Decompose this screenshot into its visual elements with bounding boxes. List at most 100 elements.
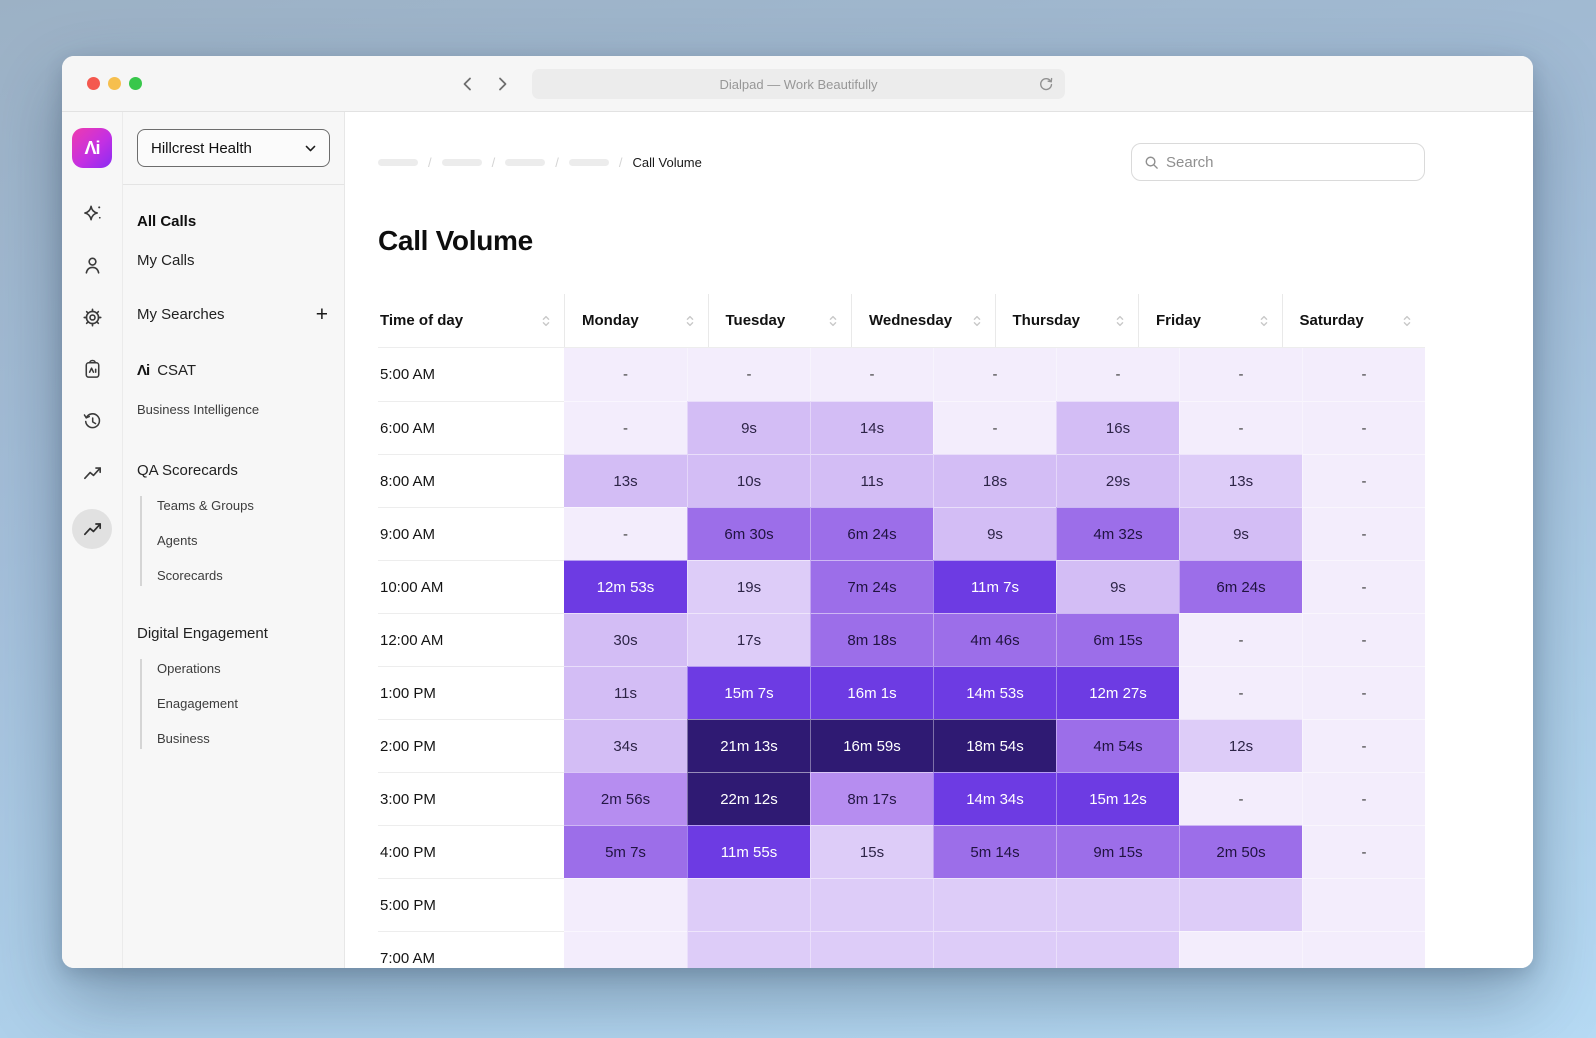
breadcrumb-placeholder[interactable] [378,158,418,166]
sort-icon [542,315,550,326]
heatmap-cell: 17s [687,613,810,666]
heatmap-row: 12:00 AM 30s 17s 8m 18s 4m 46s 6m 15s - - [378,613,1425,666]
add-search-button[interactable]: + [315,303,328,326]
digital-engagement-sublist: Operations Enagagement Business [140,659,330,749]
breadcrumb-placeholder[interactable] [505,158,546,166]
heatmap-cell: 13s [1179,454,1302,507]
column-header-time-of-day[interactable]: Time of day [378,294,564,347]
sidebar-item-business[interactable]: Business [157,731,210,746]
reload-button[interactable] [1038,76,1054,95]
heatmap-cell: 11m 7s [933,560,1056,613]
heatmap-cell: 15m 12s [1056,772,1179,825]
heatmap-row: 1:00 PM 11s 15m 7s 16m 1s 14m 53s 12m 27s - - [378,666,1425,719]
rail-item-history[interactable] [81,410,104,433]
rail-item-ai[interactable] [81,202,104,225]
column-header-label: Thursday [1012,312,1081,329]
ai-sparkles-icon [83,205,101,221]
column-header-label: Saturday [1299,312,1364,329]
heatmap-row: 10:00 AM 12m 53s 19s 7m 24s 11m 7s 9s 6m 24s - [378,560,1425,613]
heatmap-cell: 8m 17s [810,772,933,825]
heatmap-cell: - [1179,348,1302,401]
heatmap-cell: - [1302,348,1425,401]
chevron-down-icon [305,145,316,151]
heatmap-cell [564,878,687,931]
column-header-friday[interactable]: Friday [1138,294,1282,347]
heatmap-cell: 9s [933,507,1056,560]
heatmap-row: 3:00 PM 2m 56s 22m 12s 8m 17s 14m 34s 15m 12s… [378,772,1425,825]
heatmap-row: 5:00 AM - - - - - - - [378,348,1425,401]
ai-glyph-icon: Λi [137,362,150,379]
rail-item-analytics[interactable] [81,462,104,485]
heatmap-cell: 6m 30s [687,507,810,560]
browser-address-bar[interactable]: Dialpad — Work Beautifully [532,69,1065,99]
sidebar-item-all-calls[interactable]: All Calls [137,213,197,230]
time-of-day-cell: 1:00 PM [378,666,564,719]
rail-item-settings[interactable] [81,306,104,329]
heatmap-cell: 9m 15s [1056,825,1179,878]
breadcrumb-placeholder[interactable] [441,158,482,166]
rail-item-contacts[interactable] [81,254,104,277]
heatmap-cell: 9s [687,401,810,454]
browser-back-button[interactable] [454,70,482,98]
heatmap-cell: - [1302,560,1425,613]
search-input[interactable] [1166,153,1414,171]
heatmap-body: 5:00 AM - - - - - - -6:00 AM -9s 14s -16s - -8:00 AM… [378,348,1425,968]
my-searches-label: My Searches [137,306,225,323]
sidebar-item-my-searches[interactable]: My Searches + [137,303,330,326]
column-header-label: Tuesday [725,312,786,329]
person-icon [85,257,99,274]
search-box[interactable] [1131,143,1425,181]
heatmap-cell: - [1302,772,1425,825]
heatmap-cell: 16m 59s [810,719,933,772]
sidebar-section-digital-engagement[interactable]: Digital Engagement [137,625,268,642]
org-selector-dropdown[interactable]: Hillcrest Health [137,129,330,167]
heatmap-row: 7:00 AM [378,931,1425,968]
heatmap-cell: 18s [933,454,1056,507]
sidebar-item-my-calls[interactable]: My Calls [137,252,195,269]
app-frame: Λi [62,112,1533,968]
heatmap-cell: - [1179,772,1302,825]
search-icon [1145,156,1158,169]
heatmap-cell: 10s [687,454,810,507]
browser-window: Dialpad — Work Beautifully Λi [62,56,1533,968]
heatmap-cell [1179,931,1302,968]
minimize-window-button[interactable] [108,77,121,90]
sidebar-item-teams-groups[interactable]: Teams & Groups [157,498,254,513]
sidebar-item-enagagement[interactable]: Enagagement [157,696,238,711]
page-title: Call Volume [378,225,533,256]
breadcrumb-current: Call Volume [632,154,702,170]
heatmap-cell: 21m 13s [687,719,810,772]
column-header-wednesday[interactable]: Wednesday [851,294,995,347]
column-header-monday[interactable]: Monday [564,294,708,347]
rail-item-heatmap-active[interactable] [72,509,112,549]
close-window-button[interactable] [87,77,100,90]
heatmap-cell: 9s [1056,560,1179,613]
heatmap-cell: 9s [1179,507,1302,560]
heatmap-cell: - [1179,666,1302,719]
breadcrumb-placeholder[interactable] [568,158,609,166]
time-of-day-cell: 6:00 AM [378,401,564,454]
column-header-saturday[interactable]: Saturday [1281,294,1426,347]
heatmap-cell: 12m 27s [1056,666,1179,719]
heatmap-cell: 14m 34s [933,772,1056,825]
sidebar-item-csat[interactable]: Λi CSAT [137,362,330,380]
sidebar-item-business-intelligence[interactable]: Business Intelligence [137,402,260,417]
sidebar-item-agents[interactable]: Agents [157,533,198,548]
heatmap-cell: 6m 15s [1056,613,1179,666]
heatmap-cell: 18m 54s [933,719,1056,772]
rail-item-qa[interactable] [81,358,104,381]
breadcrumb-separator: / [491,154,496,170]
column-header-thursday[interactable]: Thursday [994,294,1139,347]
zoom-window-button[interactable] [129,77,142,90]
sort-icon [1260,315,1267,326]
heatmap-cell: 6m 24s [810,507,933,560]
browser-forward-button[interactable] [488,70,516,98]
sort-icon [1116,315,1124,326]
sidebar-section-qa-scorecards[interactable]: QA Scorecards [137,462,238,479]
sidebar-item-operations[interactable]: Operations [157,661,221,676]
heatmap-cell: 14s [810,401,933,454]
csat-label: CSAT [157,362,197,379]
sidebar-item-scorecards[interactable]: Scorecards [157,568,223,583]
heatmap-cell [1056,878,1179,931]
column-header-tuesday[interactable]: Tuesday [707,294,852,347]
